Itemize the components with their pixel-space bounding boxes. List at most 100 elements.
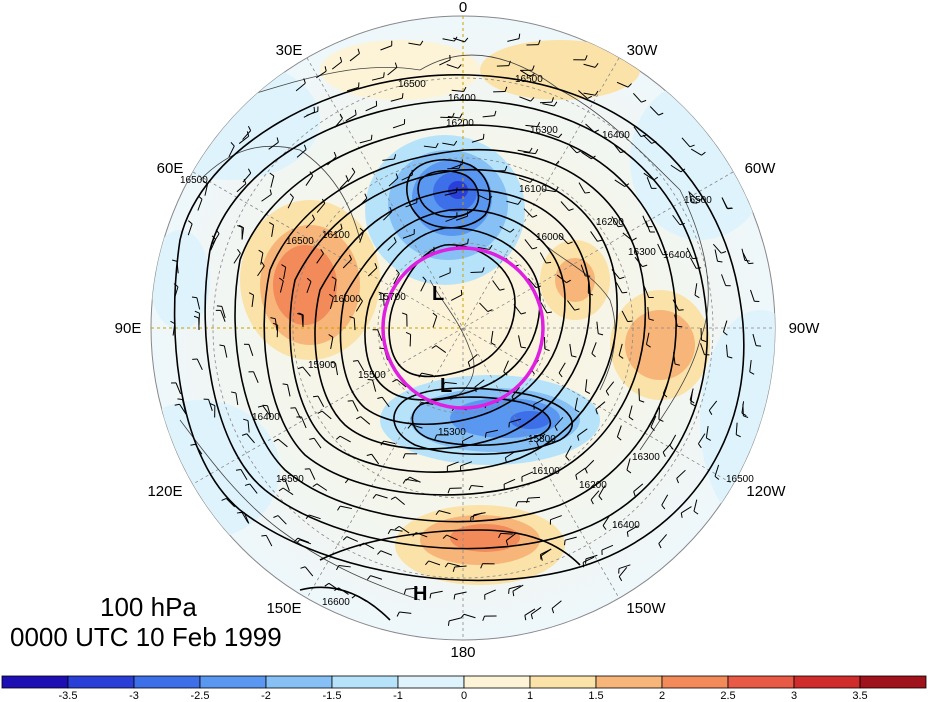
wind-barb [618,343,623,356]
wind-barb [569,343,573,356]
wind-barb [304,566,314,577]
wind-barb-flag [354,109,357,115]
wind-barb-flag [721,251,727,254]
wind-barb [270,175,275,188]
wind-barb-flag [401,312,407,316]
wind-barb-flag [646,344,651,348]
wind-barb [381,396,390,408]
contour-label: 16500 [515,74,543,85]
highlight-circle [381,246,545,410]
wind-barb-flag [342,536,348,541]
wind-barb [355,300,363,312]
contour-label: 16300 [530,125,558,136]
wind-barb-flag [403,589,407,595]
wind-barb [309,468,316,480]
wind-barb [585,554,598,560]
wind-barb-flag [520,312,526,315]
wind-barb-flag [565,456,570,461]
wind-barb-flag [503,371,508,376]
wind-barb [506,200,519,205]
wind-barb [380,45,392,51]
wind-barb-flag [546,261,552,264]
wind-barb [749,360,752,373]
wind-barb-flag [463,86,467,92]
colorbar-tick-label: 2 [659,690,665,702]
wind-barb-flag [344,478,349,484]
wind-barb-flag [489,244,493,250]
wind-barb [577,428,588,437]
wind-barb [567,300,576,311]
wind-barb [638,388,640,401]
wind-barb-flag [515,501,519,507]
wind-barb-flag [537,39,541,45]
wind-barb [462,435,474,442]
wind-barb-flag [590,499,594,505]
wind-barb-flag [706,437,711,441]
wind-barb-flag [551,97,554,103]
wind-barb-flag [330,361,336,364]
wind-barb [342,259,352,269]
wind-barb [643,286,650,298]
wind-barb [523,151,536,155]
wind-barb [382,158,395,161]
lon-label-0: 0 [459,0,467,16]
wind-barb-flag [434,434,438,440]
wind-barb-flag [605,390,610,396]
wind-barb [612,142,621,153]
wind-barb-flag [676,478,679,484]
wind-barb [492,280,501,291]
wind-barb-flag [359,227,365,232]
wind-barb-flag [311,214,315,220]
wind-barb [694,283,698,296]
wind-barb-flag [309,437,315,440]
contour-label: 16200 [446,118,474,129]
wind-barb [442,38,455,42]
wind-barb-flag [727,356,733,359]
wind-barb-flag [418,372,422,378]
wind-barb [527,278,537,288]
wind-barb-flag [662,452,666,457]
wind-barb-flag [401,93,404,99]
wind-barb-flag [273,515,279,518]
wind-barb [643,172,654,181]
wind-barb-flag [372,494,377,499]
wind-barb [352,400,359,412]
wind-barb [590,490,600,501]
wind-barb-flag [444,562,449,568]
wind-barb [658,534,668,544]
wind-barb [194,443,203,455]
wind-barb [444,191,457,196]
wind-barb [235,392,239,405]
contour-label: 16300 [632,452,660,463]
wind-barb-flag [679,222,685,226]
wind-barb [540,302,548,314]
wind-barb [450,294,463,301]
wind-barb [346,536,358,542]
wind-barb [445,216,457,222]
wind-barb-flag [395,173,399,179]
wind-barb [508,585,521,590]
wind-barb-flag [517,200,522,205]
colorbar-tick-label: -2 [261,690,271,702]
wind-barb-flag [190,443,196,446]
colorbar-tick-label: 3 [791,690,797,702]
contour-label: 16000 [333,294,361,305]
wind-barb [248,344,254,356]
wind-barb [187,223,193,236]
wind-barb [578,182,586,194]
colorbar-tick-label: -3 [129,690,139,702]
wind-barb-flag [487,195,493,201]
wind-barb [236,183,247,193]
wind-barb [661,494,669,506]
wind-barb-flag [558,372,563,378]
wind-barb [176,261,179,274]
wind-barb [387,67,398,76]
wind-barb-flag [484,432,487,438]
wind-barb [521,471,534,478]
wind-barb [507,38,520,42]
wind-barb [517,149,530,153]
wind-barb [583,92,596,96]
colorbar-swatch [265,675,333,689]
wind-barb [221,306,226,319]
wind-barb [321,410,332,420]
